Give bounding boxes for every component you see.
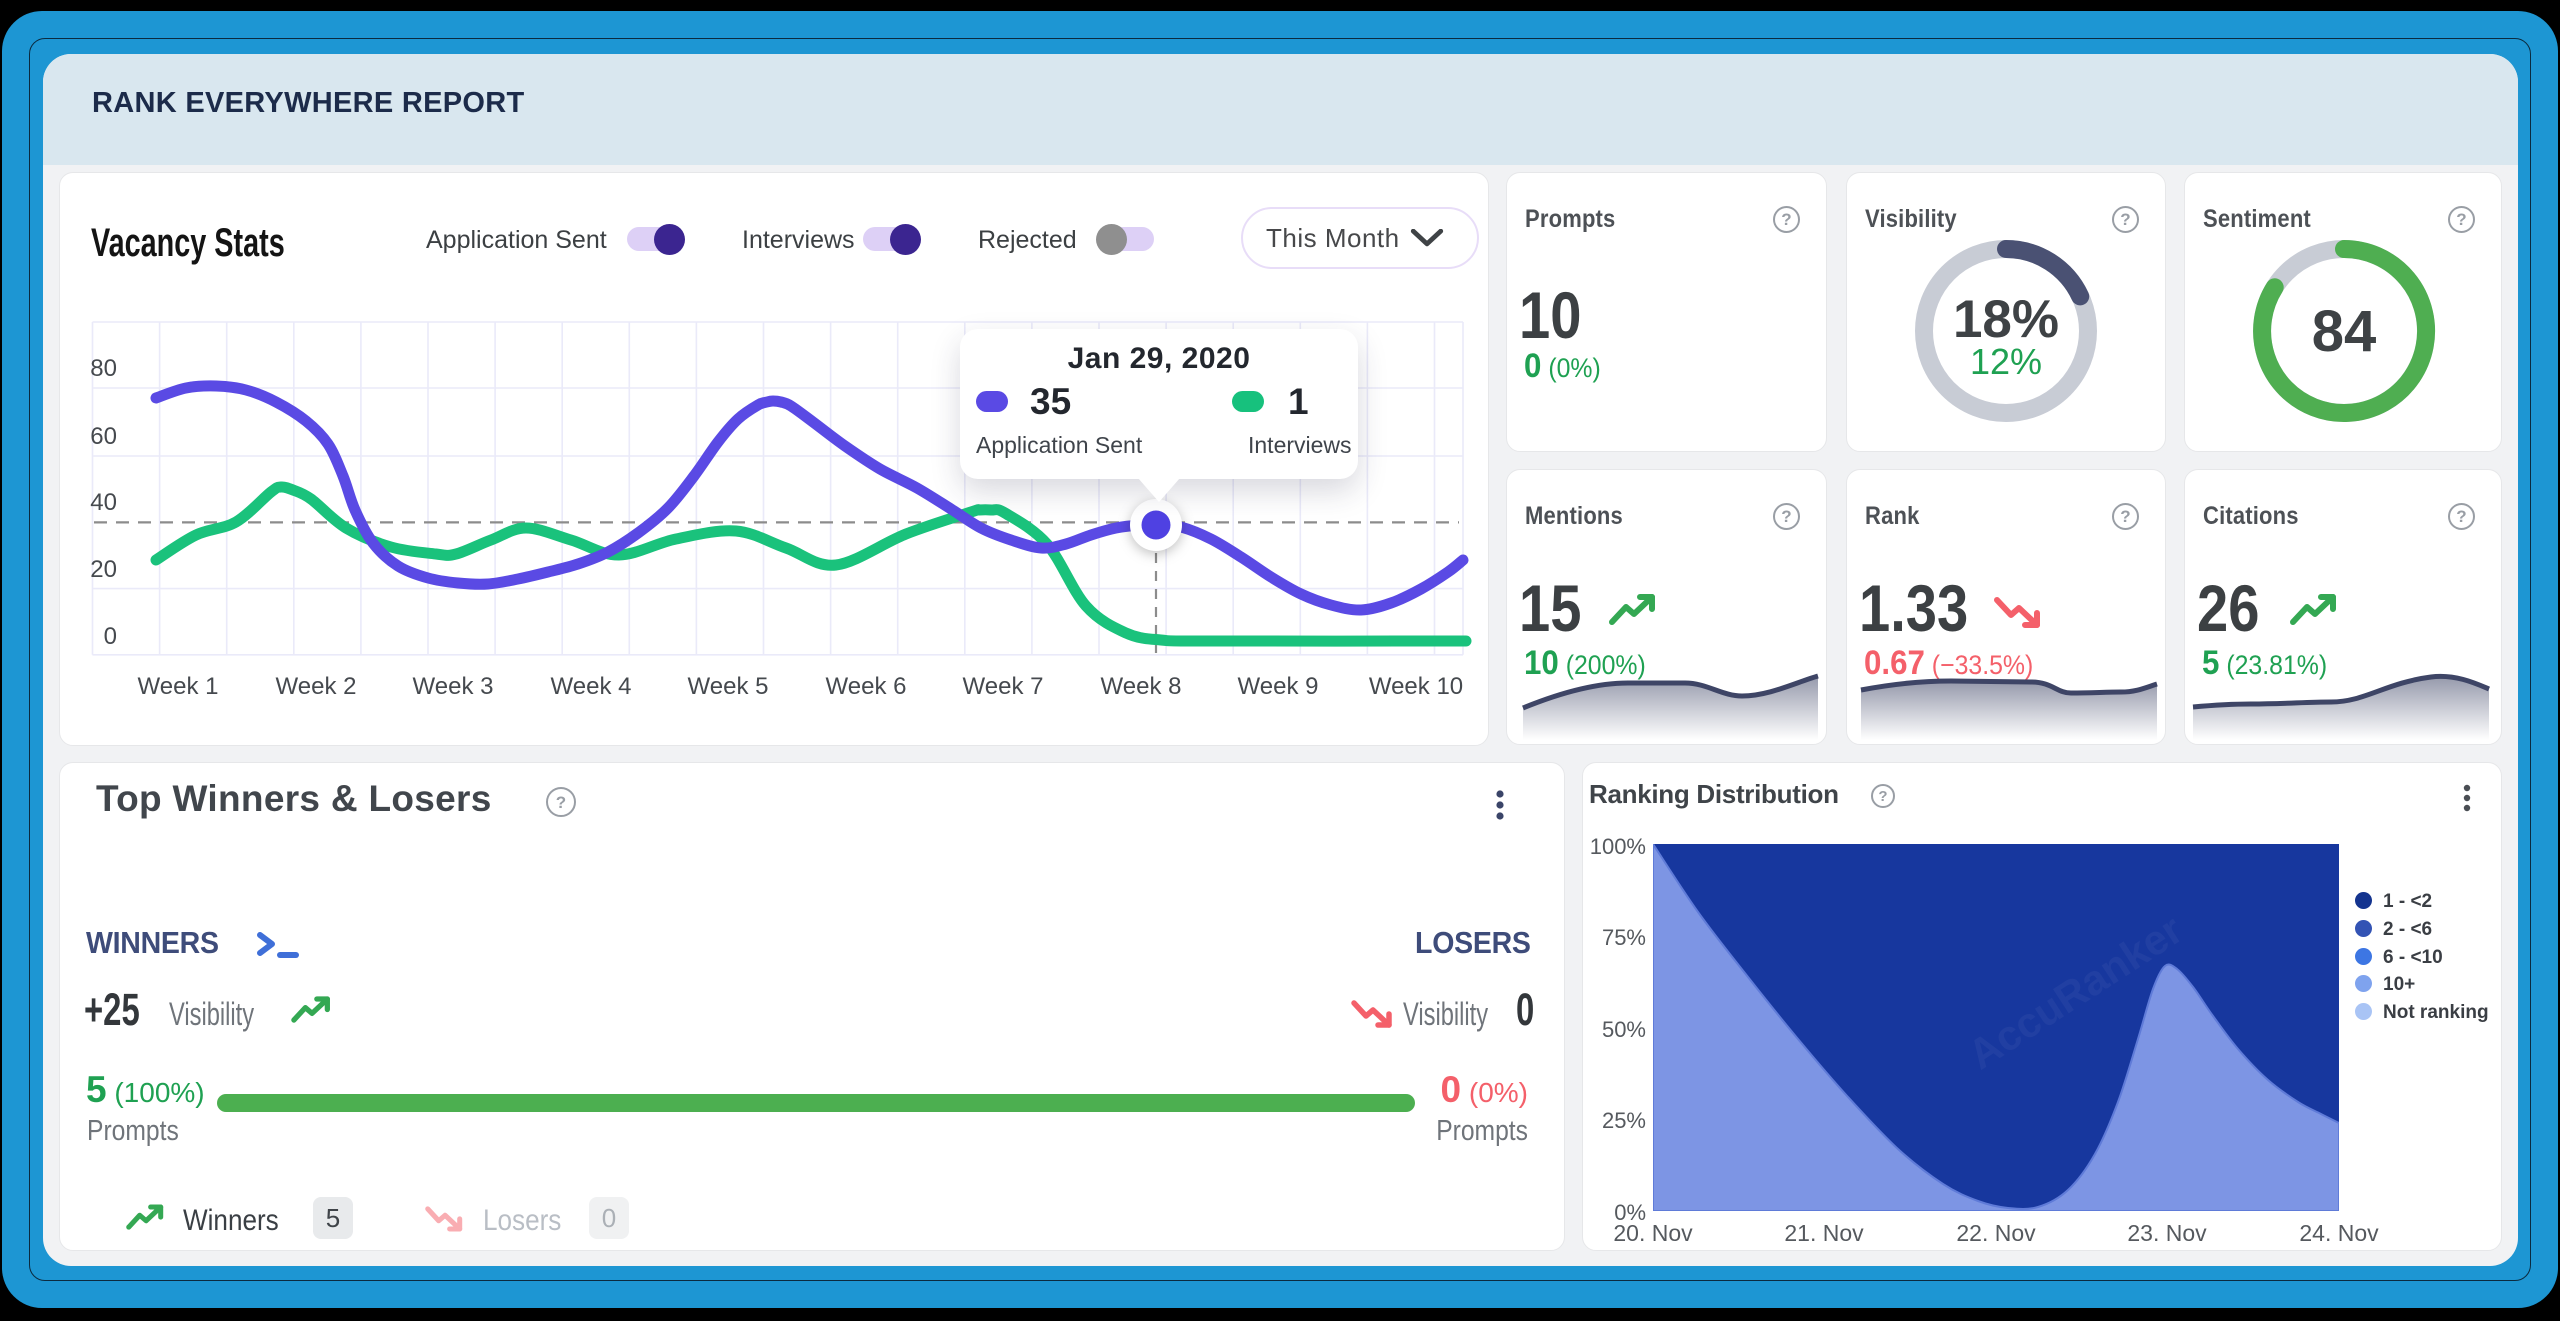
svg-text:Week 7: Week 7 — [963, 673, 1044, 700]
svg-text:18%: 18% — [1953, 290, 2059, 349]
svg-text:0: 0 — [104, 623, 117, 650]
svg-text:60: 60 — [90, 423, 117, 450]
svg-text:40: 40 — [90, 489, 117, 516]
svg-text:Week 6: Week 6 — [826, 673, 907, 700]
svg-text:80: 80 — [90, 355, 117, 382]
svg-text:20: 20 — [90, 556, 117, 583]
svg-text:Week 1: Week 1 — [138, 673, 219, 700]
svg-text:Week 10: Week 10 — [1369, 673, 1463, 700]
svg-text:Week 2: Week 2 — [276, 673, 357, 700]
svg-text:Week 4: Week 4 — [551, 673, 632, 700]
svg-text:Week 9: Week 9 — [1238, 673, 1319, 700]
svg-text:84: 84 — [2312, 299, 2377, 364]
svg-text:12%: 12% — [1970, 341, 2042, 382]
svg-text:Week 8: Week 8 — [1101, 673, 1182, 700]
svg-text:Week 5: Week 5 — [688, 673, 769, 700]
svg-text:Week 3: Week 3 — [413, 673, 494, 700]
